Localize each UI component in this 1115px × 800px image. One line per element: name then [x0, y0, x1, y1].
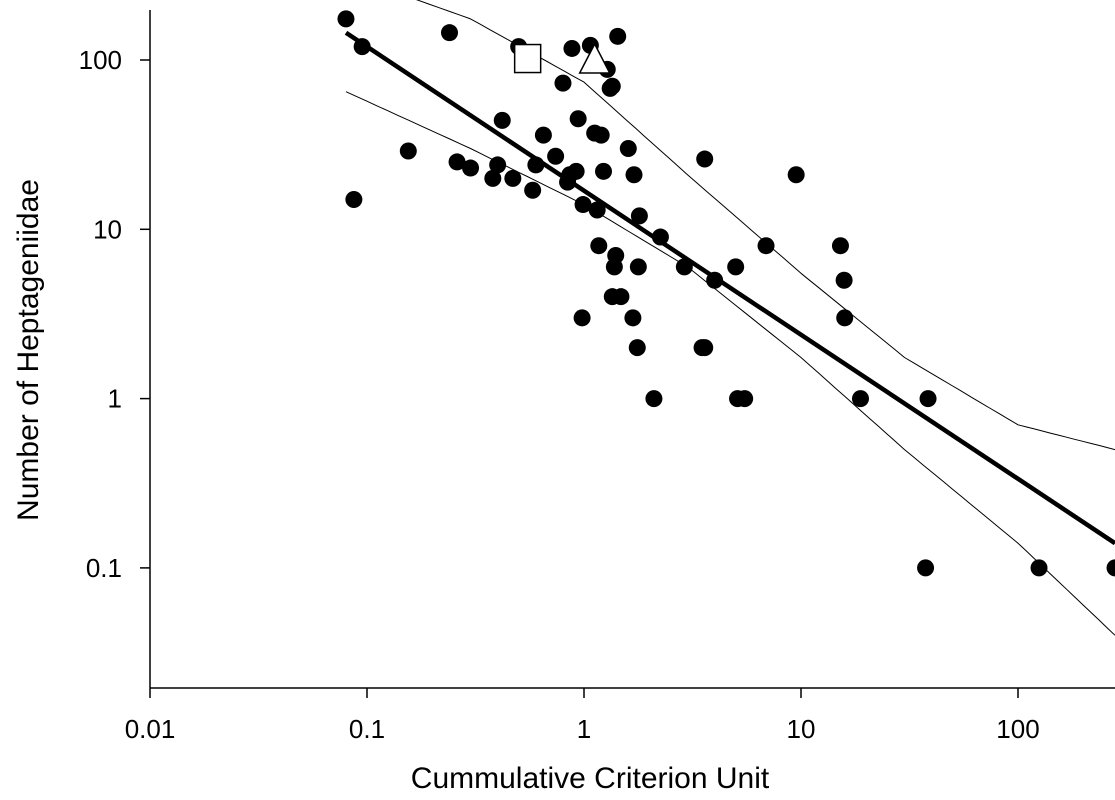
- data-point: [625, 166, 643, 184]
- x-tick-label: 0.01: [125, 714, 176, 744]
- data-point: [462, 159, 480, 177]
- data-point: [919, 390, 937, 408]
- data-point: [534, 126, 552, 144]
- data-point: [628, 339, 646, 357]
- data-point: [524, 181, 542, 199]
- data-point: [757, 237, 775, 255]
- x-tick-label: 0.1: [349, 714, 385, 744]
- data-point: [554, 74, 572, 92]
- data-point: [569, 110, 587, 128]
- axes: [149, 10, 1115, 689]
- data-point: [441, 24, 459, 42]
- data-point: [1106, 559, 1115, 577]
- data-point: [630, 207, 648, 225]
- data-points: [337, 10, 1115, 577]
- data-point: [645, 390, 663, 408]
- data-point: [727, 258, 745, 276]
- data-point: [609, 27, 627, 45]
- upper-confidence-line: [416, 0, 1115, 451]
- data-point: [831, 237, 849, 255]
- data-point: [607, 247, 625, 265]
- square-marker: [513, 43, 542, 74]
- data-point: [573, 309, 591, 327]
- data-point: [484, 169, 502, 187]
- data-point: [493, 111, 511, 129]
- y-axis-title: Number of Heptageniidae: [12, 179, 45, 521]
- data-point: [1030, 559, 1048, 577]
- data-point: [612, 288, 630, 306]
- y-tick-label: 1: [108, 384, 122, 414]
- data-point: [567, 162, 585, 180]
- data-point: [696, 150, 714, 168]
- data-point: [736, 390, 754, 408]
- y-tick-label: 100: [79, 45, 122, 75]
- data-point: [619, 140, 637, 158]
- data-point: [399, 142, 417, 160]
- data-point: [696, 339, 714, 357]
- data-point: [836, 309, 854, 327]
- data-point: [590, 237, 608, 255]
- data-point: [624, 309, 642, 327]
- y-tick-label: 10: [93, 214, 122, 244]
- data-point: [563, 39, 581, 57]
- data-point: [592, 126, 610, 144]
- data-point: [574, 196, 592, 214]
- data-point: [851, 390, 869, 408]
- data-point: [706, 271, 724, 289]
- data-point: [595, 162, 613, 180]
- data-point: [489, 156, 507, 174]
- y-tick-label: 0.1: [86, 553, 122, 583]
- data-point: [527, 156, 545, 174]
- data-point: [353, 38, 371, 56]
- x-tick-label: 100: [996, 714, 1039, 744]
- x-axis-title: Cummulative Criterion Unit: [411, 762, 770, 795]
- regression-lines: [344, 0, 1115, 636]
- data-point: [675, 258, 693, 276]
- x-tick-label: 1: [577, 714, 591, 744]
- triangle-marker: [578, 42, 611, 74]
- tick-labels: 0.01 0.1 1 10 100 0.1 1 10 100: [79, 45, 1040, 744]
- data-point: [504, 169, 522, 187]
- lower-confidence-line: [345, 91, 1115, 636]
- data-point: [337, 10, 355, 28]
- regression-fit-line: [344, 30, 1115, 546]
- data-point: [917, 559, 935, 577]
- data-point: [651, 228, 669, 246]
- data-point: [787, 166, 805, 184]
- data-point: [603, 77, 621, 95]
- tick-marks: [140, 59, 1019, 698]
- x-tick-label: 10: [787, 714, 816, 744]
- data-point: [835, 271, 853, 289]
- data-point: [629, 258, 647, 276]
- data-point: [345, 190, 363, 208]
- data-point: [547, 147, 565, 165]
- data-point: [448, 153, 466, 171]
- data-point: [588, 201, 606, 219]
